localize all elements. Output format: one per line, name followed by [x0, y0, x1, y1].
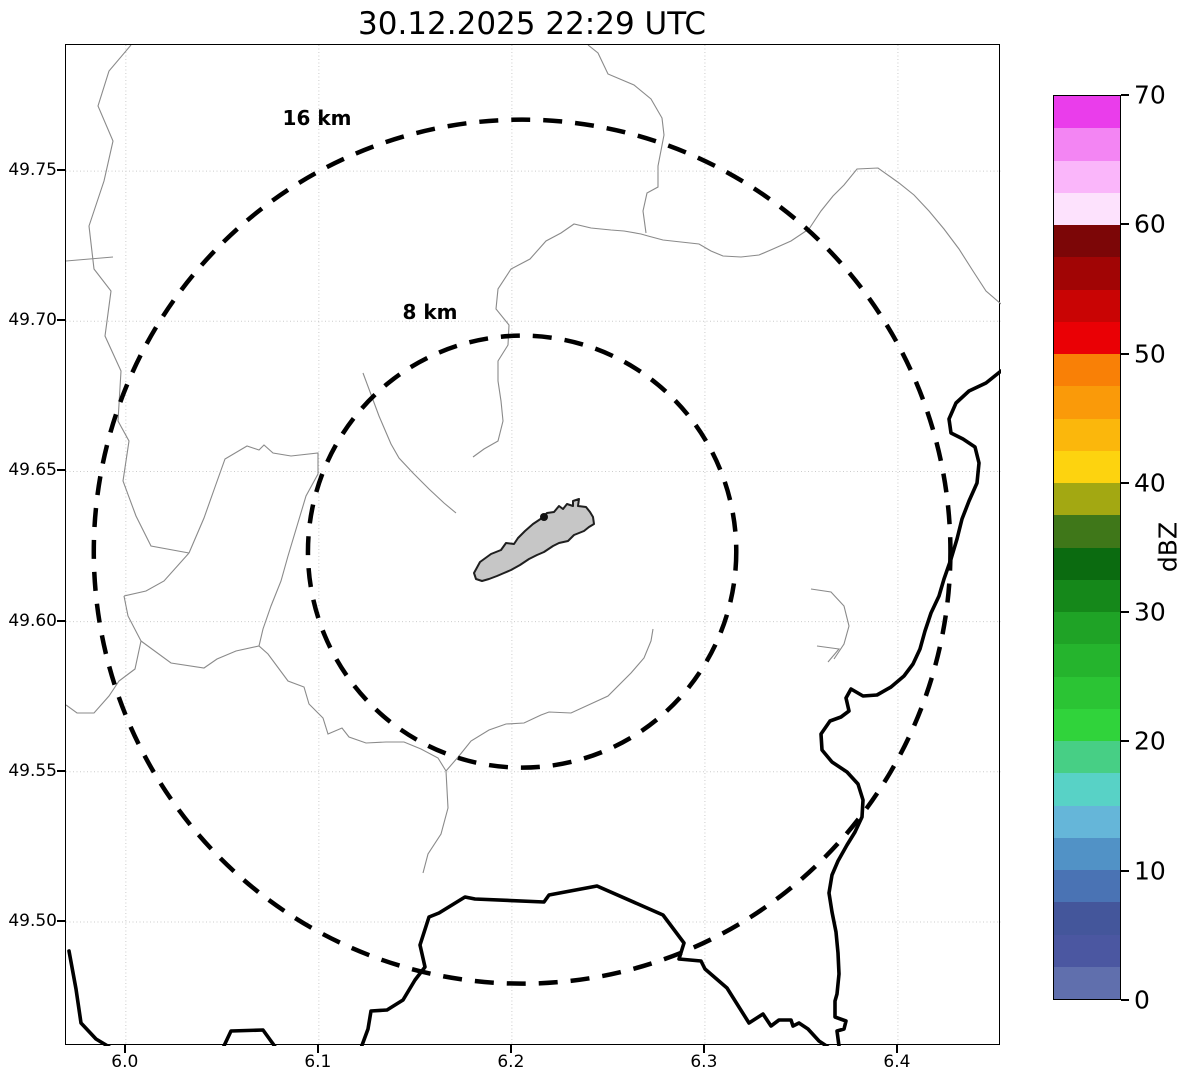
airport-polygon [473, 498, 595, 582]
y-tick-label: 49.55 [8, 760, 57, 781]
tick-mark [509, 1045, 512, 1053]
colorbar-segment [1054, 386, 1120, 419]
colorbar-tick-label: 60 [1134, 209, 1166, 239]
country-borders [67, 369, 1001, 1046]
ring-label-16km: 16 km [282, 106, 352, 130]
range-ring-8km [305, 333, 739, 770]
tick-mark [57, 619, 65, 622]
border-river-east [819, 369, 1001, 1046]
colorbar-segment [1054, 515, 1120, 548]
colorbar-segment [1054, 805, 1120, 838]
plot-title: 30.12.2025 22:29 UTC [358, 6, 706, 42]
colorbar-segment [1054, 676, 1120, 709]
boundary-line-airport-diagonal [362, 372, 457, 514]
y-tick-label: 49.65 [8, 460, 57, 481]
y-tick-label: 49.70 [8, 310, 57, 331]
colorbar [1053, 95, 1121, 1000]
colorbar-tick-mark [1121, 869, 1129, 872]
colorbar-tick-mark [1121, 481, 1129, 484]
x-tick-label: 6.0 [111, 1052, 139, 1072]
boundary-line-blob-west [123, 552, 190, 597]
boundary-line-east-spur [816, 645, 841, 663]
x-tick-label: 6.4 [883, 1052, 911, 1072]
colorbar-segment [1054, 483, 1120, 516]
tick-mark [57, 169, 65, 172]
colorbar-segment [1054, 450, 1120, 483]
colorbar-tick-mark [1121, 94, 1129, 96]
colorbar-tick-mark [1121, 352, 1129, 355]
boundary-line-north-central [587, 45, 665, 234]
ring-label-8km: 8 km [402, 300, 458, 324]
colorbar-segment [1054, 192, 1120, 225]
colorbar-segment [1054, 160, 1120, 193]
colorbar-tick-label: 30 [1134, 597, 1166, 627]
y-tick-label: 49.75 [8, 160, 57, 181]
map-canvas [66, 45, 1001, 1046]
municipal-boundaries [66, 45, 1001, 874]
colorbar-segment [1054, 773, 1120, 806]
map-plot-area: 16 km 8 km [65, 44, 1001, 1046]
colorbar-segment [1054, 870, 1120, 903]
colorbar-segment [1054, 579, 1120, 612]
colorbar-tick-mark [1121, 611, 1129, 614]
radar-site-dot [540, 513, 548, 521]
colorbar-tick-label: 70 [1134, 80, 1166, 110]
boundary-line-northeast-wavy [472, 167, 1001, 458]
boundary-line-east-loop [810, 588, 850, 660]
colorbar-segment [1054, 547, 1120, 580]
border-south-main [359, 884, 830, 1046]
colorbar-tick-mark [1121, 740, 1129, 743]
range-rings [91, 117, 953, 986]
colorbar-segment [1054, 257, 1120, 290]
boundary-line-middle-wavy [140, 640, 449, 874]
colorbar-tick-label: 50 [1134, 339, 1166, 369]
tick-mark [57, 319, 65, 322]
colorbar-segment [1054, 128, 1120, 161]
colorbar-segment [1054, 354, 1120, 387]
colorbar-segment [1054, 289, 1120, 322]
colorbar-segment [1054, 741, 1120, 774]
tick-mark [895, 1045, 898, 1053]
range-ring-16km [91, 117, 953, 986]
colorbar-segment [1054, 837, 1120, 870]
y-tick-label: 49.50 [8, 910, 57, 931]
boundary-line-west-stub [66, 256, 114, 262]
colorbar-segment [1054, 934, 1120, 967]
tick-mark [316, 1045, 319, 1053]
colorbar-segment [1054, 418, 1120, 451]
colorbar-axis-label: dBZ [1153, 521, 1183, 573]
colorbar-segment [1054, 612, 1120, 645]
tick-mark [57, 769, 65, 772]
colorbar-tick-mark [1121, 999, 1129, 1001]
x-tick-label: 6.1 [304, 1052, 332, 1072]
colorbar-segment [1054, 966, 1120, 999]
boundary-line-southwest [66, 595, 142, 714]
colorbar-segment [1054, 225, 1120, 258]
colorbar-tick-mark [1121, 223, 1129, 226]
border-south-left [67, 949, 112, 1046]
boundary-line-central-blob [188, 444, 319, 647]
colorbar-segment [1054, 708, 1120, 741]
border-south-bump [221, 1028, 277, 1046]
x-tick-label: 6.3 [690, 1052, 718, 1072]
colorbar-tick-label: 0 [1134, 985, 1150, 1015]
tick-mark [702, 1045, 705, 1053]
colorbar-segment [1054, 644, 1120, 677]
colorbar-segment [1054, 96, 1120, 129]
x-tick-label: 6.2 [497, 1052, 525, 1072]
colorbar-segment [1054, 902, 1120, 935]
tick-mark [57, 469, 65, 472]
tick-mark [123, 1045, 126, 1053]
colorbar-tick-label: 40 [1134, 468, 1166, 498]
colorbar-segment [1054, 321, 1120, 354]
boundary-line-mid-northeast [445, 628, 654, 772]
boundary-line-nw [88, 45, 190, 554]
tick-mark [57, 919, 65, 922]
colorbar-tick-label: 20 [1134, 726, 1166, 756]
colorbar-tick-label: 10 [1134, 856, 1166, 886]
y-tick-label: 49.60 [8, 610, 57, 631]
